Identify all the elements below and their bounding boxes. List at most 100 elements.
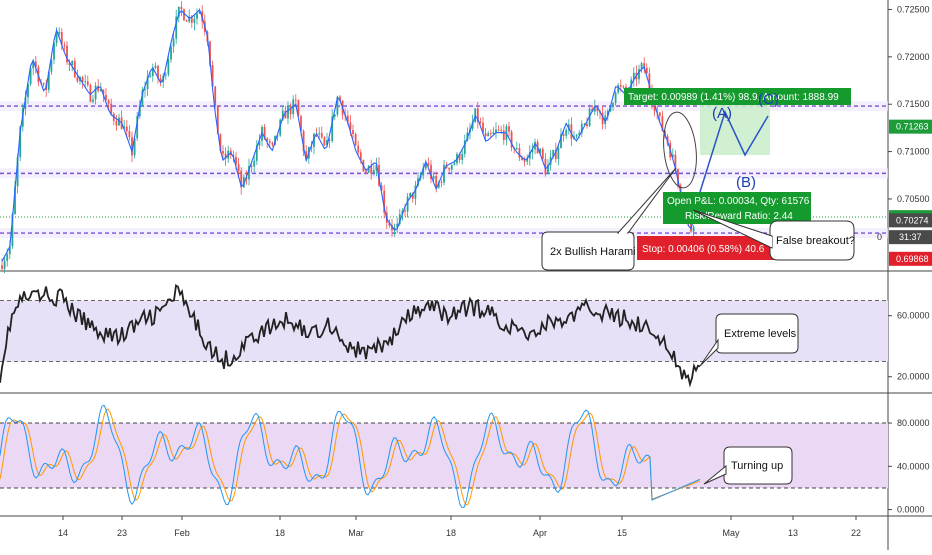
candle-body xyxy=(60,32,63,45)
candle-body xyxy=(437,181,440,188)
candle-body xyxy=(435,176,438,188)
candle-body xyxy=(534,141,536,150)
ma-line xyxy=(1,8,695,262)
candle-body xyxy=(71,60,74,66)
candle-body xyxy=(609,107,612,112)
candle-body xyxy=(586,123,588,127)
candle-body xyxy=(648,73,651,89)
rsi-line xyxy=(0,283,701,388)
countdown-box xyxy=(889,230,932,245)
candle-body xyxy=(27,84,29,98)
candle-body xyxy=(170,46,172,60)
candle-body xyxy=(34,61,37,68)
stoch-d-line xyxy=(0,408,701,506)
candle-body xyxy=(214,86,217,106)
candle-body xyxy=(242,177,245,188)
candle-body xyxy=(349,122,352,130)
candle-body xyxy=(14,186,16,215)
candle-body xyxy=(674,154,677,170)
candle-body xyxy=(50,59,53,72)
candle-body xyxy=(346,115,349,123)
candle-body xyxy=(409,192,412,197)
candle-body xyxy=(531,149,534,152)
wave-a-label: (A) xyxy=(712,105,732,122)
candle-body xyxy=(515,148,518,150)
price-label-box xyxy=(889,213,932,228)
price-tick-label: 0.72500 xyxy=(897,4,930,14)
target-label-box xyxy=(624,88,851,105)
candle-body xyxy=(375,164,378,171)
candle-body xyxy=(237,164,240,171)
candle-body xyxy=(89,85,92,102)
candle-body xyxy=(653,101,656,112)
x-tick-label: May xyxy=(722,528,740,538)
candle-body xyxy=(198,11,201,14)
candle-body xyxy=(583,123,586,125)
candle-body xyxy=(692,226,695,232)
candle-body xyxy=(658,112,661,117)
candle-body xyxy=(313,133,315,148)
candle-body xyxy=(645,67,648,74)
candle-body xyxy=(253,160,256,167)
candle-body xyxy=(131,137,133,156)
candle-body xyxy=(211,64,214,87)
candle-body xyxy=(575,135,578,137)
candle-body xyxy=(196,13,198,19)
callout-turning-up: Turning up xyxy=(703,446,793,485)
candle-body xyxy=(476,108,479,122)
candle-body xyxy=(193,18,196,23)
candle-body xyxy=(99,89,102,91)
x-tick-label: 23 xyxy=(117,528,127,538)
price-label-box xyxy=(889,119,932,134)
candle-body xyxy=(357,145,360,153)
candle-body xyxy=(287,105,289,119)
candle-body xyxy=(164,74,167,76)
candle-body xyxy=(365,171,367,173)
price-label-2: 0.70274 xyxy=(896,215,929,225)
candle-body xyxy=(271,142,274,145)
price-tick-label: 0.72000 xyxy=(897,52,930,62)
candle-body xyxy=(617,85,620,93)
moving-average xyxy=(1,8,695,262)
harami-ellipse xyxy=(663,111,697,189)
candle-body xyxy=(281,110,284,120)
callout-false-breakout-text: False breakout? xyxy=(776,235,855,247)
candle-body xyxy=(326,140,328,146)
wave-b-label: (B) xyxy=(736,174,756,191)
candle-body xyxy=(32,61,35,69)
candle-body xyxy=(136,116,139,139)
candle-body xyxy=(66,45,68,63)
candle-body xyxy=(16,157,19,187)
candle-body xyxy=(404,210,406,212)
candle-body xyxy=(398,214,401,224)
price-tick-label: 0.71500 xyxy=(897,99,930,109)
countdown-prefix: 0 xyxy=(877,232,882,242)
candle-body xyxy=(450,164,453,170)
price-tick-label: 0.70500 xyxy=(897,194,930,204)
candle-body xyxy=(146,76,149,90)
candle-body xyxy=(118,117,120,126)
candle-body xyxy=(614,92,617,103)
countdown-label: 31:37 xyxy=(899,232,922,242)
callout-harami-text: 2x Bullish Harami xyxy=(550,246,636,258)
candle-body xyxy=(482,122,484,134)
candle-body xyxy=(42,82,45,85)
wave-c-label: (C) xyxy=(758,91,779,108)
candle-body xyxy=(97,85,100,91)
candle-body xyxy=(593,105,596,112)
candle-body xyxy=(331,116,334,141)
candle-body xyxy=(354,133,357,146)
candle-body xyxy=(115,120,118,126)
candle-body xyxy=(209,41,211,65)
candle-body xyxy=(248,165,250,180)
stoch-tick-label: 0.0000 xyxy=(897,505,925,515)
stoch-tick-label: 40.0000 xyxy=(897,461,930,471)
price-label-box xyxy=(889,251,932,266)
candle-body xyxy=(619,85,622,87)
candle-body xyxy=(495,129,497,133)
candle-body xyxy=(560,134,562,149)
candle-body xyxy=(255,145,258,161)
candle-body xyxy=(128,130,131,138)
candle-body xyxy=(58,32,61,35)
